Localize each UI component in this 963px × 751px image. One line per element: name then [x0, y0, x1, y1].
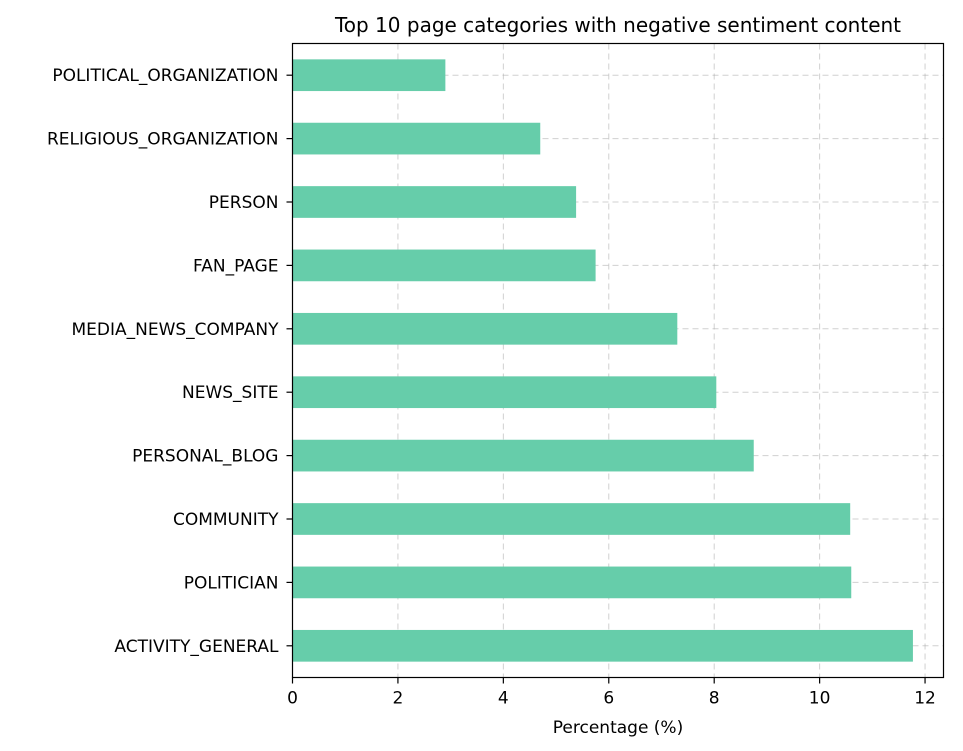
bar — [292, 566, 852, 599]
y-tick-label: POLITICIAN — [184, 573, 279, 593]
bar — [292, 439, 754, 472]
y-tick-label: NEWS_SITE — [182, 383, 279, 403]
bar — [292, 376, 717, 409]
x-tick-label: 4 — [498, 689, 509, 709]
x-tick-label: 2 — [393, 689, 404, 709]
y-tick-label: MEDIA_NEWS_COMPANY — [71, 320, 279, 340]
y-tick-label: POLITICAL_ORGANIZATION — [52, 66, 278, 86]
y-axis-ticks: POLITICAL_ORGANIZATION RELIGIOUS_ORGANIZA… — [47, 66, 293, 657]
x-tick-label: 6 — [603, 689, 614, 709]
bar — [292, 503, 851, 535]
bar — [292, 59, 446, 92]
bar — [292, 249, 596, 282]
x-tick-label: 10 — [809, 689, 831, 709]
bar-layer — [292, 59, 913, 662]
y-tick-label: RELIGIOUS_ORGANIZATION — [47, 130, 279, 150]
bar — [292, 629, 913, 662]
bar — [292, 122, 541, 155]
x-tick-label: 8 — [709, 689, 720, 709]
y-tick-label: PERSON — [209, 193, 279, 213]
y-tick-label: COMMUNITY — [173, 510, 279, 530]
chart-title: Top 10 page categories with negative sen… — [334, 13, 901, 37]
x-axis-label: Percentage (%) — [553, 718, 683, 738]
plot-frame — [291, 42, 945, 679]
x-tick-label: 12 — [914, 689, 936, 709]
x-axis-ticks: 0 2 4 6 8 10 12 — [287, 677, 936, 709]
y-tick-label: ACTIVITY_GENERAL — [114, 637, 279, 657]
bar — [292, 186, 577, 218]
y-tick-label: FAN_PAGE — [193, 256, 278, 276]
x-tick-label: 0 — [287, 689, 298, 709]
y-tick-label: PERSONAL_BLOG — [132, 447, 278, 467]
bar — [292, 312, 678, 345]
